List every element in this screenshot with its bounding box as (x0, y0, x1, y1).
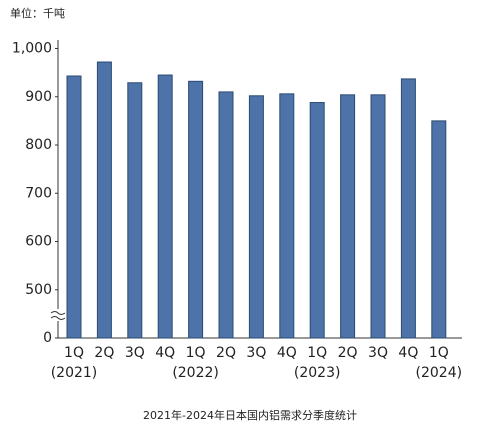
bar (188, 80, 204, 339)
x-tick-label: 2Q (94, 345, 114, 361)
x-tick-label: 4Q (155, 345, 175, 361)
x-year-label: (2024) (416, 365, 463, 381)
x-year-label: (2023) (294, 365, 341, 381)
x-tick-label: 3Q (368, 345, 388, 361)
x-tick-label: 1Q (186, 345, 206, 361)
bar (309, 102, 325, 339)
y-tick-label: 900 (25, 89, 52, 105)
x-tick-label: 1Q (429, 345, 449, 361)
bar (157, 74, 173, 339)
y-tick-label: 600 (25, 234, 52, 250)
bar (340, 94, 356, 339)
bar (400, 78, 416, 339)
bar (66, 75, 82, 339)
x-tick-label: 3Q (246, 345, 266, 361)
unit-label: 单位：千吨 (10, 6, 65, 20)
bar (96, 61, 112, 339)
x-tick-label: 1Q (307, 345, 327, 361)
y-tick-label: 500 (25, 282, 52, 298)
bar (279, 93, 295, 339)
bar (370, 94, 386, 339)
y-tick-label: 800 (25, 137, 52, 153)
bar (248, 95, 264, 339)
x-tick-label: 1Q (64, 345, 84, 361)
y-tick-label: 700 (25, 185, 52, 201)
y-tick-label: 1,000 (12, 41, 52, 57)
bar (218, 91, 234, 339)
x-tick-label: 3Q (125, 345, 145, 361)
x-year-label: (2022) (172, 365, 219, 381)
x-year-label: (2021) (51, 365, 98, 381)
axis-break (50, 309, 66, 321)
x-tick-label: 2Q (216, 345, 236, 361)
bar (431, 120, 447, 339)
caption: 2021年-2024年日本国内铝需求分季度统计 (143, 408, 357, 422)
x-tick-label: 4Q (398, 345, 418, 361)
x-tick-label: 4Q (277, 345, 297, 361)
y-tick-label: 0 (43, 330, 52, 346)
x-tick-label: 2Q (338, 345, 358, 361)
bar (127, 82, 143, 339)
